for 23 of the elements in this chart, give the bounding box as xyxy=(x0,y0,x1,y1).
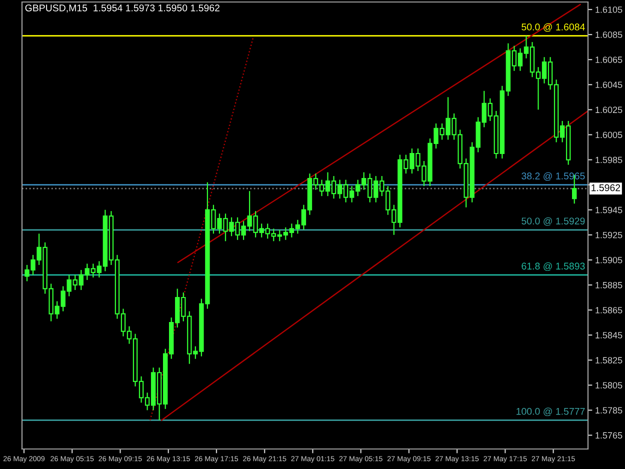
y-tick-label: 1.6065 xyxy=(596,56,622,63)
y-tick-label: 1.5825 xyxy=(596,357,622,364)
ref-line-label: 50.0 @ 1.6084 xyxy=(522,23,585,32)
chart-title: GBPUSD,M15 1.5954 1.5973 1.5950 1.5962 xyxy=(25,4,220,13)
y-tick-label: 1.5885 xyxy=(596,282,622,288)
y-tick-label: 1.5805 xyxy=(596,382,622,389)
y-tick-label: 1.5925 xyxy=(596,232,622,238)
ref-line-label: 50.0 @ 1.5929 xyxy=(522,217,585,226)
y-tick-label: 1.5865 xyxy=(596,306,622,314)
y-tick-label: 1.6005 xyxy=(596,132,622,138)
y-tick-label: 1.6025 xyxy=(596,106,622,114)
y-tick-label: 1.5845 xyxy=(596,332,622,338)
y-tick-label: 1.6105 xyxy=(596,6,622,13)
y-tick-label: 1.6085 xyxy=(596,32,622,38)
ref-line-label: 100.0 @ 1.5777 xyxy=(516,408,585,416)
y-tick-label: 1.5905 xyxy=(596,256,622,264)
y-tick-label: 1.5985 xyxy=(596,156,622,164)
y-tick-label: 1.6045 xyxy=(596,82,622,88)
y-tick-label: 1.5945 xyxy=(596,206,622,214)
ref-line-label: 1.5962 xyxy=(592,184,620,192)
ref-line-label: 61.8 @ 1.5893 xyxy=(522,262,585,271)
y-tick-label: 1.5785 xyxy=(596,407,622,414)
y-tick-label: 1.5765 xyxy=(596,432,622,439)
